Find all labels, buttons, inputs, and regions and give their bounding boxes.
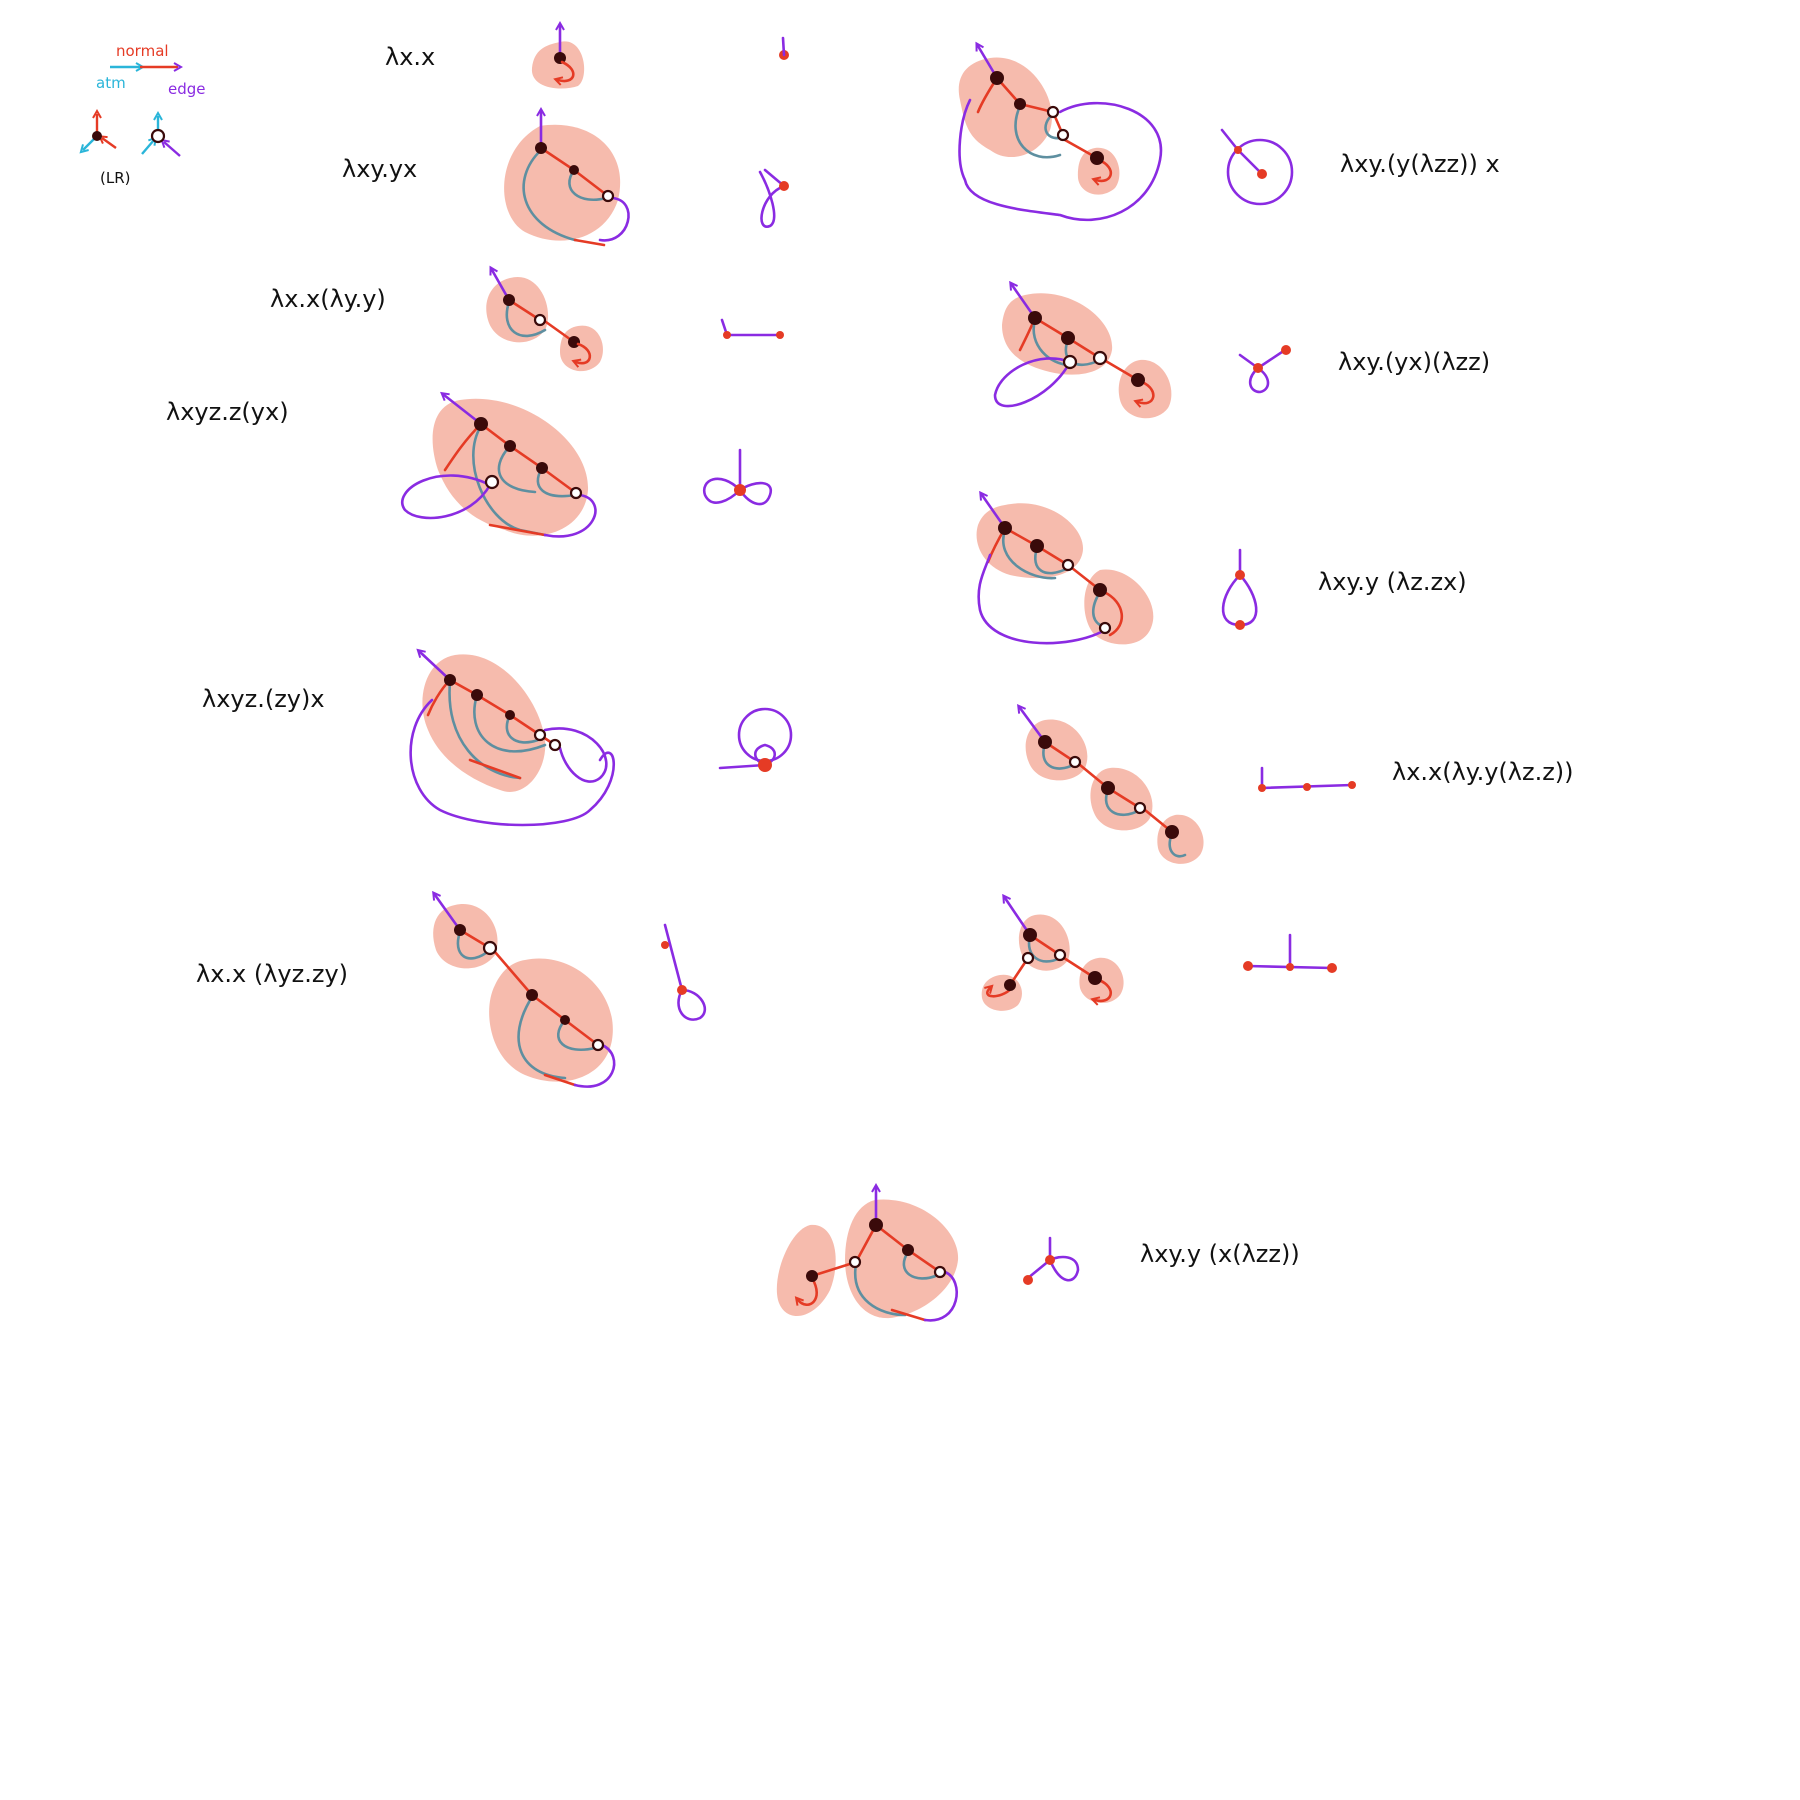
term-label-lambda-xyz-z-yx: λxyz.z(yx) [166, 398, 289, 426]
map-lambda-x-x-lambda-yz-zy [433, 895, 707, 1088]
map-lambda-x-x-ly-y-lz-z [1020, 708, 1356, 864]
legend-lr-label: (LR) [100, 169, 130, 187]
legend-atm-label: atm [96, 74, 126, 92]
term-label-lambda-x-x-lambda-y-y: λx.x(λy.y) [270, 285, 386, 313]
legend-lambda-node [83, 114, 117, 150]
term-label-lambda-x-x-lambda-yz-zy: λx.x (λyz.zy) [196, 960, 348, 988]
term-label-lambda-xyz-zy-x: λxyz.(zy)x [202, 685, 325, 713]
term-label-lambda-xy-yx-lzz: λxy.(yx)(λzz) [1338, 348, 1490, 376]
term-label-lambda-x-x-ly-y-lz-z: λx.x(λy.y(λz.z)) [1392, 758, 1574, 786]
map-lambda-x-x-lambda-y-y [486, 270, 784, 372]
map-identity [531, 26, 789, 89]
term-label-lambda-xy-y-lz-zx: λxy.y (λz.zx) [1318, 568, 1467, 596]
map-lambda-xy-yx-lzz [993, 285, 1291, 419]
map-unlabeled [981, 898, 1337, 1011]
legend-application-node [141, 116, 181, 157]
term-label-lambda-xy-y-lzz-x: λxy.(y(λzz)) x [1340, 150, 1500, 178]
term-label-lambda-xy-y-x-lzz: λxy.y (x(λzz)) [1140, 1240, 1300, 1268]
map-lambda-xyz-zy-x [409, 652, 793, 827]
map-lambda-xy-y-x-lzz [776, 1188, 1080, 1322]
legend-edge-label: edge [168, 80, 206, 98]
term-label-lambda-xy-yx: λxy.yx [342, 155, 417, 183]
legend: normal atm edge (LR) [83, 42, 206, 187]
term-label-identity: λx.x [385, 43, 435, 71]
map-lambda-xy-y-lz-zx [976, 495, 1258, 645]
legend-normal-label: normal [116, 42, 169, 60]
map-lambda-xy-y-lzz-x [958, 46, 1294, 222]
map-lambda-xyz-z-yx [401, 395, 773, 538]
map-lambda-xy-yx [504, 112, 789, 247]
